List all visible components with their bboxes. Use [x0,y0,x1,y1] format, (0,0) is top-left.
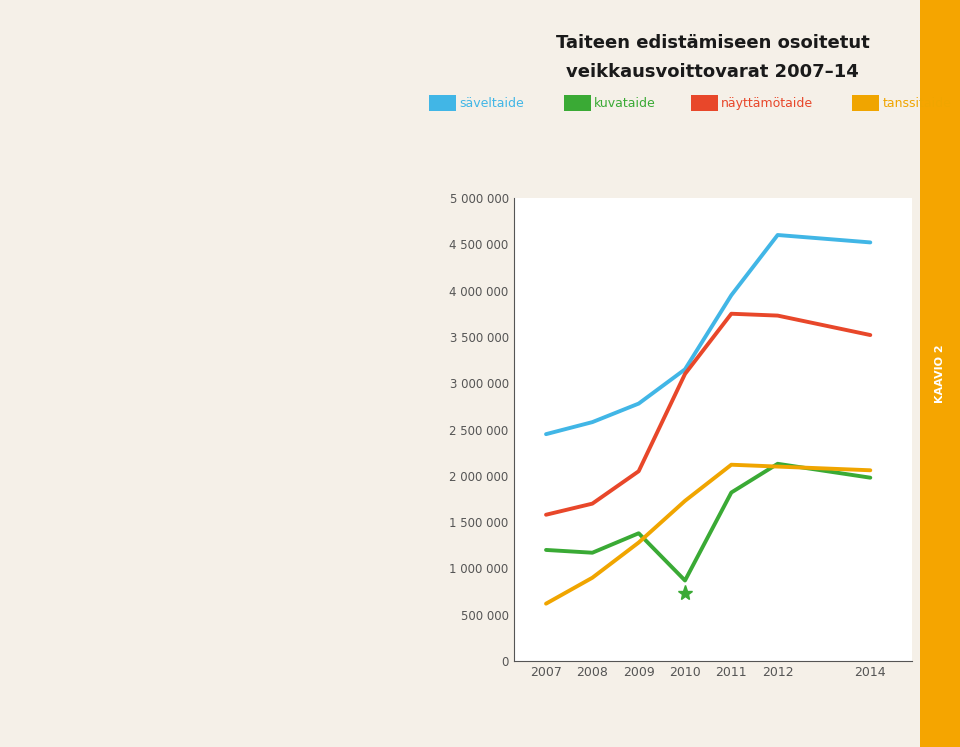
Text: säveltaide: säveltaide [459,96,523,110]
Text: Taiteen edistämiseen osoitetut: Taiteen edistämiseen osoitetut [556,34,870,52]
Text: kuvataide: kuvataide [594,96,656,110]
Text: veikkausvoittovarat 2007–14: veikkausvoittovarat 2007–14 [566,63,859,81]
Text: näyttämötaide: näyttämötaide [721,96,813,110]
Text: KAAVIO 2: KAAVIO 2 [935,344,945,403]
Text: tanssitaide: tanssitaide [882,96,951,110]
